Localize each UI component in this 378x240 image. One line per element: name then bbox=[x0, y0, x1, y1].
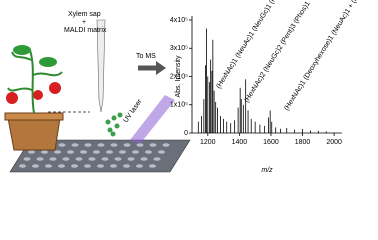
well bbox=[110, 164, 117, 168]
x-tick-label: 1400 bbox=[232, 139, 248, 146]
well bbox=[114, 157, 122, 161]
label: UV laser bbox=[122, 98, 144, 125]
y-tick-label: 1x10⁵ bbox=[170, 102, 188, 109]
well bbox=[49, 157, 57, 161]
y-tick-label: 4x10⁵ bbox=[170, 17, 188, 24]
x-tick-label: 2000 bbox=[326, 139, 342, 146]
label: To MS bbox=[136, 53, 156, 60]
well bbox=[97, 143, 105, 147]
well bbox=[132, 150, 139, 154]
x-tick-label: 1800 bbox=[295, 139, 311, 146]
well bbox=[136, 164, 143, 168]
y-tick-label: 3x10⁵ bbox=[170, 45, 188, 52]
y-axis-label: Abs. Intensity bbox=[175, 55, 182, 98]
y-tick-label: 2x10⁵ bbox=[170, 73, 188, 80]
pot bbox=[7, 117, 61, 151]
leaf bbox=[13, 45, 31, 55]
well bbox=[123, 143, 131, 147]
well bbox=[80, 150, 87, 154]
y-tick-label: 0 bbox=[184, 130, 188, 137]
well bbox=[54, 150, 61, 154]
well bbox=[123, 164, 130, 168]
tomato bbox=[33, 90, 43, 100]
well bbox=[75, 157, 83, 161]
well bbox=[101, 157, 109, 161]
well bbox=[158, 150, 165, 154]
tomato bbox=[6, 92, 18, 104]
plant bbox=[7, 49, 63, 114]
well bbox=[45, 164, 52, 168]
well bbox=[149, 164, 156, 168]
well bbox=[110, 143, 118, 147]
well bbox=[136, 143, 144, 147]
well bbox=[32, 164, 39, 168]
well bbox=[127, 157, 135, 161]
label: MALDI matrix bbox=[64, 27, 107, 34]
x-tick-label: 1600 bbox=[263, 139, 279, 146]
x-tick-label: 1200 bbox=[200, 139, 216, 146]
well bbox=[19, 164, 26, 168]
well bbox=[153, 157, 161, 161]
well bbox=[58, 143, 66, 147]
well bbox=[140, 157, 148, 161]
well bbox=[28, 150, 35, 154]
arrow-head bbox=[156, 61, 166, 75]
annotation: (HexNAc)1 (NeuAc)1 (NeuGc)1 (Phos)1 bbox=[215, 0, 287, 90]
well bbox=[41, 150, 48, 154]
x-axis-label: m/z bbox=[261, 167, 273, 174]
well bbox=[62, 157, 70, 161]
well bbox=[106, 150, 113, 154]
well bbox=[88, 157, 96, 161]
laser-beam bbox=[130, 95, 175, 144]
well bbox=[162, 143, 170, 147]
well bbox=[119, 150, 126, 154]
chart: 0 1x10⁵ 2x10⁵ 3x10⁵ 4x10⁵ 1200 1400 1600 1800 200… bbox=[170, 0, 378, 174]
well bbox=[84, 143, 92, 147]
well bbox=[58, 164, 65, 168]
tomato bbox=[49, 82, 61, 94]
label: + bbox=[82, 19, 86, 26]
droplets bbox=[105, 112, 123, 137]
pot-rim bbox=[4, 112, 64, 121]
well bbox=[97, 164, 104, 168]
label: Xylem sap bbox=[68, 11, 101, 18]
well bbox=[23, 157, 31, 161]
well bbox=[84, 164, 91, 168]
schematic: Xylem sap + MALDI matrix To MS UV laser bbox=[4, 11, 191, 173]
well bbox=[149, 143, 157, 147]
figure: Xylem sap + MALDI matrix To MS UV laser … bbox=[4, 0, 378, 174]
well bbox=[36, 157, 44, 161]
well bbox=[145, 150, 152, 154]
leaf bbox=[39, 57, 57, 67]
well bbox=[71, 143, 79, 147]
well bbox=[67, 150, 74, 154]
well bbox=[71, 164, 78, 168]
pipette bbox=[96, 19, 106, 113]
well bbox=[93, 150, 100, 154]
